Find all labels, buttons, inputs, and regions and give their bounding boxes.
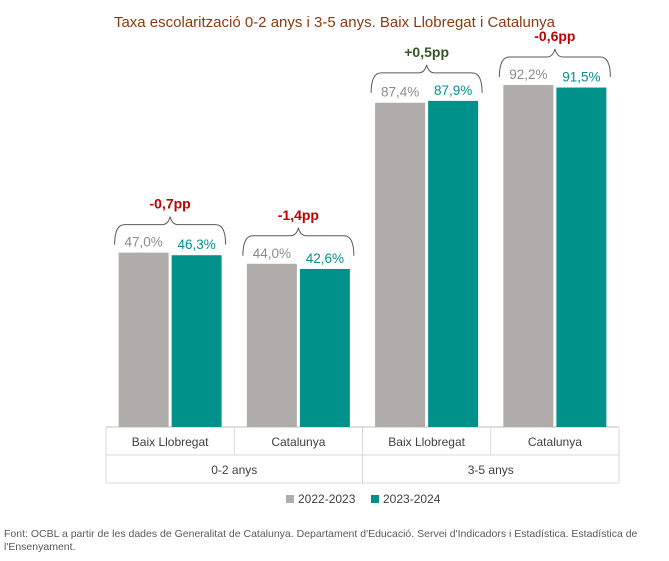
bar-2022-2023 (246, 263, 297, 427)
category-label: Baix Llobregat (388, 435, 465, 449)
difference-brace (242, 227, 355, 256)
legend-label: 2023-2024 (383, 492, 441, 506)
chart-title: Taxa escolarització 0-2 anys i 3-5 anys.… (113, 14, 556, 31)
bar-2022-2023 (118, 252, 169, 427)
data-label: 87,9% (434, 83, 472, 98)
bar-2022-2023 (503, 84, 554, 428)
data-label: 92,2% (509, 67, 547, 82)
group-label: 0-2 anys (211, 463, 257, 477)
legend-swatch-2022-2023 (286, 495, 294, 503)
data-label: 87,4% (381, 85, 419, 100)
category-label: Catalunya (271, 435, 325, 449)
difference-label: -0,6pp (534, 28, 575, 44)
difference-brace (498, 48, 611, 77)
bar-2023-2024 (428, 100, 479, 428)
category-label: Baix Llobregat (132, 435, 209, 449)
bar-2023-2024 (171, 255, 222, 427)
data-label: 42,6% (306, 251, 344, 266)
difference-label: +0,5pp (404, 44, 449, 60)
legend-swatch-2023-2024 (371, 495, 379, 503)
group-label: 3-5 anys (468, 463, 514, 477)
data-label: 46,3% (177, 237, 215, 252)
legend: 2022-2023 2023-2024 (286, 492, 441, 506)
data-label: 44,0% (253, 246, 291, 261)
source-note: Font: OCBL a partir de les dades de Gene… (4, 528, 638, 553)
category-label: Catalunya (528, 435, 582, 449)
difference-brace (370, 64, 483, 93)
bars-layer (118, 84, 607, 428)
difference-label: -0,7pp (150, 196, 191, 212)
bar-2022-2023 (375, 102, 426, 427)
data-label: 47,0% (124, 235, 162, 250)
legend-label: 2022-2023 (298, 492, 356, 506)
difference-label: -1,4pp (278, 207, 319, 223)
data-label: 91,5% (562, 70, 600, 85)
bar-2023-2024 (299, 268, 350, 427)
difference-brace (114, 216, 227, 245)
labels-layer: 47,0% 46,3% -0,7pp 44,0% 42,6% -1,4pp 87,4% 87,… (114, 28, 611, 266)
axis-layer: Baix Llobregat Catalunya Baix Llobregat Cat… (105, 426, 620, 484)
bar-2023-2024 (556, 87, 607, 427)
